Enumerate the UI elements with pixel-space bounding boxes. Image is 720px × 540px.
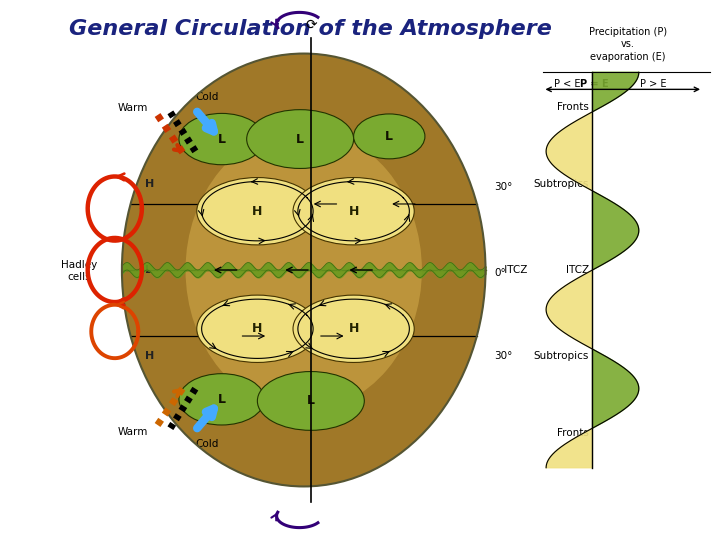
Text: Subtropics: Subtropics — [534, 350, 589, 361]
Text: Hadley
cells: Hadley cells — [61, 260, 97, 282]
Text: 30°: 30° — [494, 350, 513, 361]
Text: Cold: Cold — [196, 92, 219, 102]
Ellipse shape — [257, 372, 364, 430]
Ellipse shape — [354, 114, 425, 159]
Text: H: H — [252, 322, 263, 335]
Text: L: L — [217, 393, 226, 406]
Ellipse shape — [122, 53, 485, 487]
Text: P = E: P = E — [580, 79, 609, 89]
Text: L: L — [385, 130, 393, 143]
Ellipse shape — [247, 110, 354, 168]
Text: L: L — [145, 265, 152, 275]
Text: Precipitation (P)
vs.
evaporation (E): Precipitation (P) vs. evaporation (E) — [589, 27, 667, 62]
Text: H: H — [252, 205, 263, 218]
Text: 0°: 0° — [494, 268, 506, 278]
Ellipse shape — [293, 295, 414, 362]
Text: H: H — [145, 179, 154, 190]
Text: H: H — [145, 350, 154, 361]
Ellipse shape — [197, 178, 318, 245]
Text: 30°: 30° — [494, 182, 513, 192]
Ellipse shape — [179, 113, 264, 165]
Ellipse shape — [186, 129, 422, 411]
Ellipse shape — [293, 178, 414, 245]
Text: P < E: P < E — [554, 79, 581, 89]
Text: Subtropics: Subtropics — [534, 179, 589, 190]
Text: Cold: Cold — [196, 440, 219, 449]
Text: H: H — [348, 322, 359, 335]
Text: P > E: P > E — [640, 79, 666, 89]
Text: Fronts: Fronts — [557, 428, 589, 438]
Text: L: L — [307, 394, 315, 408]
Text: ⟳: ⟳ — [305, 18, 317, 32]
Text: ITCZ: ITCZ — [566, 265, 589, 275]
Text: L: L — [296, 132, 304, 146]
Text: Fronts: Fronts — [557, 102, 589, 112]
Text: General Circulation of the Atmosphere: General Circulation of the Atmosphere — [69, 19, 552, 39]
Text: ITCZ: ITCZ — [501, 265, 528, 275]
Ellipse shape — [197, 295, 318, 362]
Text: L: L — [217, 132, 226, 146]
Text: Warm: Warm — [118, 103, 148, 113]
Text: Warm: Warm — [118, 428, 148, 437]
Ellipse shape — [179, 374, 264, 425]
Text: H: H — [348, 205, 359, 218]
